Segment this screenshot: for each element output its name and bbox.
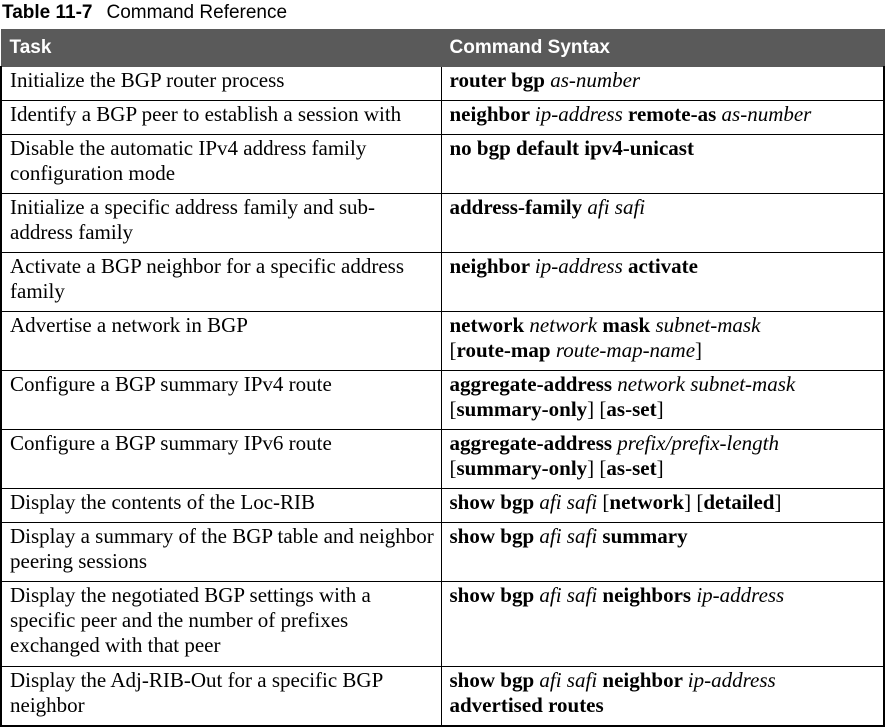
command-keyword: neighbors	[602, 583, 697, 607]
table-row: Initialize the BGP router process router …	[0, 66, 885, 101]
command-keyword: aggregate-address	[449, 431, 618, 455]
command-keyword: as-set	[606, 456, 657, 480]
table-number: Table 11-7	[2, 2, 93, 23]
command-argument: afi safi	[539, 490, 603, 514]
command-argument: afi safi	[539, 524, 603, 548]
command-keyword: activate	[628, 254, 698, 278]
command-keyword: aggregate-address	[449, 372, 618, 396]
table-row: Display the negotiated BGP settings with…	[0, 581, 885, 667]
command-bracket: [	[449, 397, 457, 421]
table-row: Activate a BGP neighbor for a specific a…	[0, 252, 885, 312]
command-keyword: summary	[602, 524, 688, 548]
task-cell: Display the negotiated BGP settings with…	[0, 581, 442, 667]
table-caption: Table 11-7 Command Reference	[2, 1, 287, 25]
command-keyword: remote-as	[628, 102, 722, 126]
command-keyword: show bgp	[449, 583, 540, 607]
command-keyword: address-family	[449, 195, 588, 219]
command-syntax-cell: aggregate-address prefix/prefix-length [s…	[440, 429, 885, 489]
command-argument: ip-address	[534, 102, 629, 126]
command-syntax-cell: network network mask subnet-mask [route-m…	[440, 311, 885, 371]
command-argument: afi safi	[587, 195, 646, 219]
command-keyword: as-set	[606, 397, 657, 421]
command-syntax-cell: show bgp afi safi summary	[440, 522, 885, 582]
command-bracket: ]	[695, 338, 703, 362]
command-keyword: summary-only	[456, 456, 588, 480]
command-keyword: network	[449, 313, 530, 337]
command-keyword: router bgp	[449, 68, 551, 92]
command-argument: network subnet-mask	[617, 372, 796, 396]
command-reference-table: Task Command Syntax Initialize the BGP r…	[0, 29, 885, 727]
command-argument: ip-address	[687, 668, 776, 692]
command-bracket: ] [	[587, 456, 607, 480]
command-argument: route-map-name	[555, 338, 696, 362]
table-row: Identify a BGP peer to establish a sessi…	[0, 100, 885, 135]
table-row: Display the Adj-RIB-Out for a specific B…	[0, 666, 885, 727]
table-row: Display the contents of the Loc-RIB show …	[0, 488, 885, 523]
table-row: Disable the automatic IPv4 address famil…	[0, 134, 885, 194]
task-cell: Disable the automatic IPv4 address famil…	[0, 134, 442, 194]
command-argument: as-number	[721, 102, 812, 126]
table-body: Initialize the BGP router process router …	[0, 66, 885, 727]
task-cell: Initialize the BGP router process	[0, 66, 442, 101]
command-argument: as-number	[550, 68, 641, 92]
command-keyword: show bgp	[449, 490, 540, 514]
command-bracket: ] [	[587, 397, 607, 421]
command-bracket: [	[602, 490, 610, 514]
task-cell: Activate a BGP neighbor for a specific a…	[0, 252, 442, 312]
command-bracket: ] [	[684, 490, 704, 514]
table-row: Display a summary of the BGP table and n…	[0, 522, 885, 582]
task-cell: Display a summary of the BGP table and n…	[0, 522, 442, 582]
command-keyword: no bgp default ipv4-unicast	[449, 136, 694, 160]
command-keyword: neighbor	[449, 254, 535, 278]
command-keyword: route-map	[456, 338, 556, 362]
task-cell: Configure a BGP summary IPv4 route	[0, 370, 442, 430]
table-title: Command Reference	[106, 2, 288, 23]
command-keyword: summary-only	[456, 397, 588, 421]
command-syntax-cell: neighbor ip-address activate	[440, 252, 885, 312]
command-keyword: network	[609, 490, 685, 514]
command-argument: afi safi	[539, 583, 603, 607]
command-argument: network	[529, 313, 603, 337]
header-row: Task Command Syntax	[0, 29, 885, 67]
command-bracket: [	[449, 338, 457, 362]
table-row: Advertise a network in BGP network networ…	[0, 311, 885, 371]
command-syntax-cell: address-family afi safi	[440, 193, 885, 253]
command-keyword: show bgp	[449, 668, 540, 692]
command-argument: subnet-mask	[655, 313, 761, 337]
command-bracket: ]	[656, 397, 664, 421]
command-keyword: detailed	[703, 490, 775, 514]
task-cell: Advertise a network in BGP	[0, 311, 442, 371]
task-cell: Configure a BGP summary IPv6 route	[0, 429, 442, 489]
command-syntax-cell: router bgp as-number	[440, 66, 885, 101]
table-row: Initialize a specific address family and…	[0, 193, 885, 253]
command-bracket: ]	[656, 456, 664, 480]
command-syntax-cell: show bgp afi safi neighbor ip-address adv…	[440, 666, 885, 727]
command-bracket: [	[449, 456, 457, 480]
task-cell: Display the contents of the Loc-RIB	[0, 488, 442, 523]
task-cell: Identify a BGP peer to establish a sessi…	[0, 100, 442, 135]
command-argument: ip-address	[696, 583, 785, 607]
command-syntax-cell: aggregate-address network subnet-mask [su…	[440, 370, 885, 430]
command-argument: afi safi	[539, 668, 603, 692]
command-keyword: neighbor	[449, 102, 535, 126]
command-keyword: neighbor	[602, 668, 688, 692]
command-keyword: show bgp	[449, 524, 540, 548]
command-syntax-cell: show bgp afi safi [network] [detailed]	[440, 488, 885, 523]
header-task: Task	[0, 29, 442, 67]
task-cell: Initialize a specific address family and…	[0, 193, 442, 253]
command-syntax-cell: no bgp default ipv4-unicast	[440, 134, 885, 194]
command-argument: ip-address	[534, 254, 629, 278]
table-row: Configure a BGP summary IPv4 route aggreg…	[0, 370, 885, 430]
command-keyword: advertised routes	[449, 693, 604, 717]
task-cell: Display the Adj-RIB-Out for a specific B…	[0, 666, 442, 727]
command-syntax-cell: show bgp afi safi neighbors ip-address	[440, 581, 885, 667]
command-syntax-cell: neighbor ip-address remote-as as-number	[440, 100, 885, 135]
command-bracket: ]	[774, 490, 782, 514]
command-keyword: mask	[602, 313, 656, 337]
command-argument: prefix/prefix-length	[617, 431, 780, 455]
header-command-syntax: Command Syntax	[440, 29, 885, 67]
table-row: Configure a BGP summary IPv6 route aggreg…	[0, 429, 885, 489]
